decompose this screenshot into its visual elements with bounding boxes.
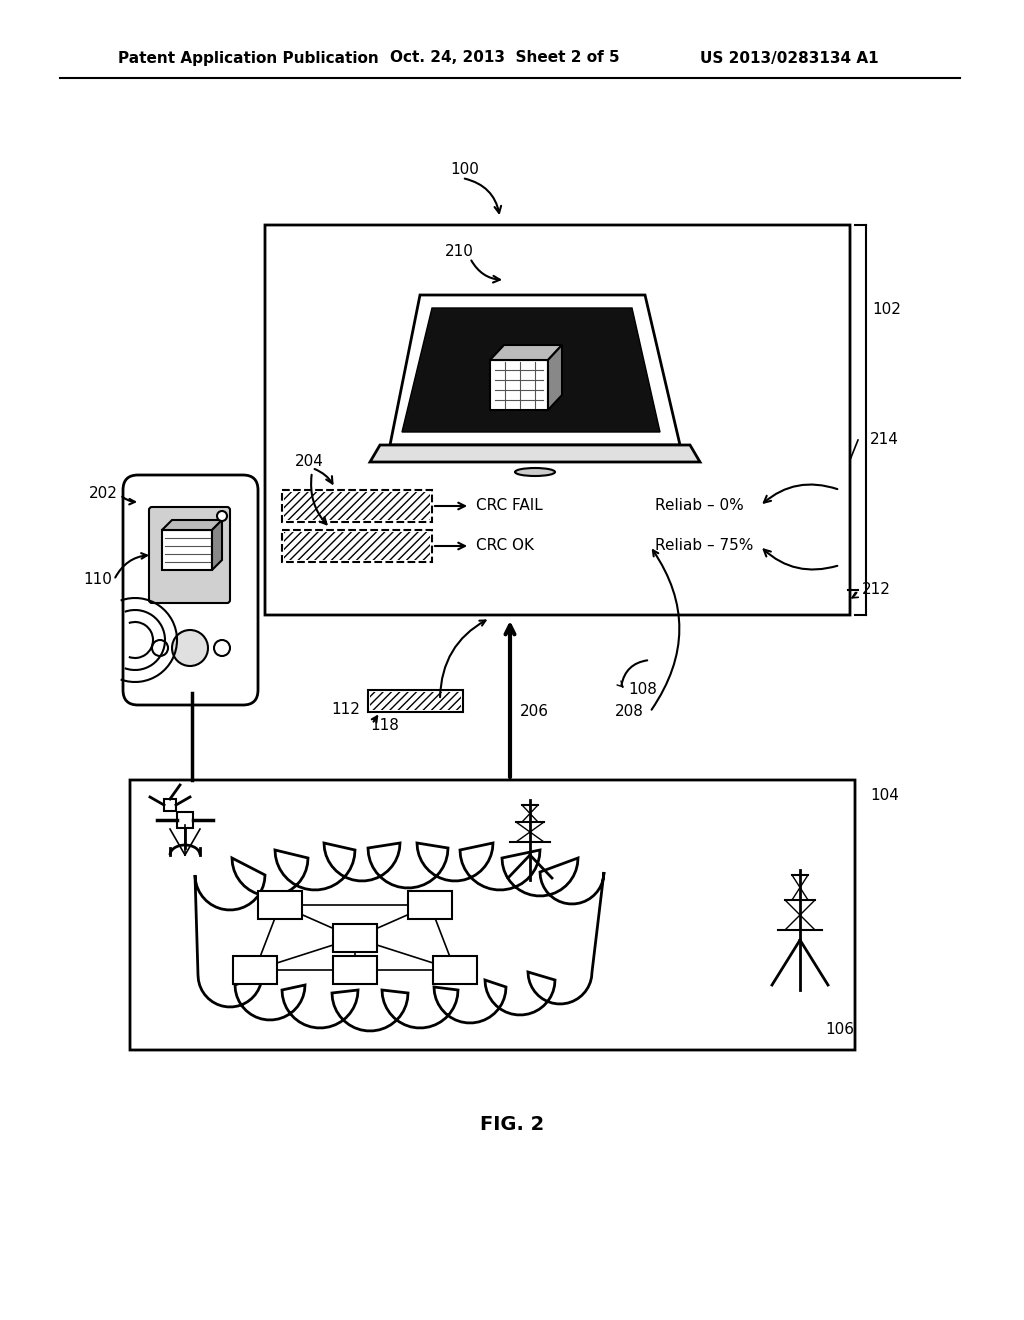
FancyBboxPatch shape [265,224,850,615]
Bar [333,924,377,952]
Polygon shape [490,345,562,360]
Bar [370,692,461,710]
Polygon shape [195,843,604,1031]
Circle shape [217,511,227,521]
Bar [333,956,377,983]
Text: CRC FAIL: CRC FAIL [476,499,543,513]
Bar [433,956,477,983]
Text: 118: 118 [370,718,399,734]
Text: US 2013/0283134 A1: US 2013/0283134 A1 [700,50,879,66]
Polygon shape [390,294,680,445]
Bar [258,891,302,919]
Polygon shape [402,308,660,432]
Text: 108: 108 [628,682,656,697]
Text: 202: 202 [89,486,118,500]
Ellipse shape [515,469,555,477]
Circle shape [214,640,230,656]
Text: 214: 214 [870,433,899,447]
Bar [164,799,176,810]
Text: FIG. 2: FIG. 2 [480,1115,544,1134]
FancyBboxPatch shape [123,475,258,705]
Text: 102: 102 [872,302,901,318]
Text: Reliab – 75%: Reliab – 75% [655,539,754,553]
Text: 212: 212 [862,582,891,598]
Polygon shape [162,531,212,570]
Text: CRC OK: CRC OK [476,539,534,553]
Bar [233,956,278,983]
Text: 208: 208 [615,705,644,719]
Text: Oct. 24, 2013  Sheet 2 of 5: Oct. 24, 2013 Sheet 2 of 5 [390,50,620,66]
Polygon shape [370,445,700,462]
Polygon shape [490,360,548,411]
Text: 104: 104 [870,788,899,803]
Polygon shape [212,520,222,570]
FancyBboxPatch shape [130,780,855,1049]
Text: 106: 106 [825,1023,854,1038]
Polygon shape [548,345,562,411]
Bar [177,812,193,828]
Polygon shape [162,520,222,531]
Text: 204: 204 [295,454,324,470]
Text: 206: 206 [520,705,549,719]
FancyBboxPatch shape [282,531,432,562]
Circle shape [172,630,208,667]
FancyBboxPatch shape [282,490,432,521]
Text: Reliab – 0%: Reliab – 0% [655,499,743,513]
Text: 210: 210 [445,244,474,260]
FancyBboxPatch shape [150,507,230,603]
Circle shape [152,640,168,656]
Bar [408,891,452,919]
Text: Patent Application Publication: Patent Application Publication [118,50,379,66]
Text: 110: 110 [83,573,112,587]
Text: 112: 112 [331,702,360,718]
Text: 100: 100 [450,162,479,177]
Bar [368,690,463,711]
